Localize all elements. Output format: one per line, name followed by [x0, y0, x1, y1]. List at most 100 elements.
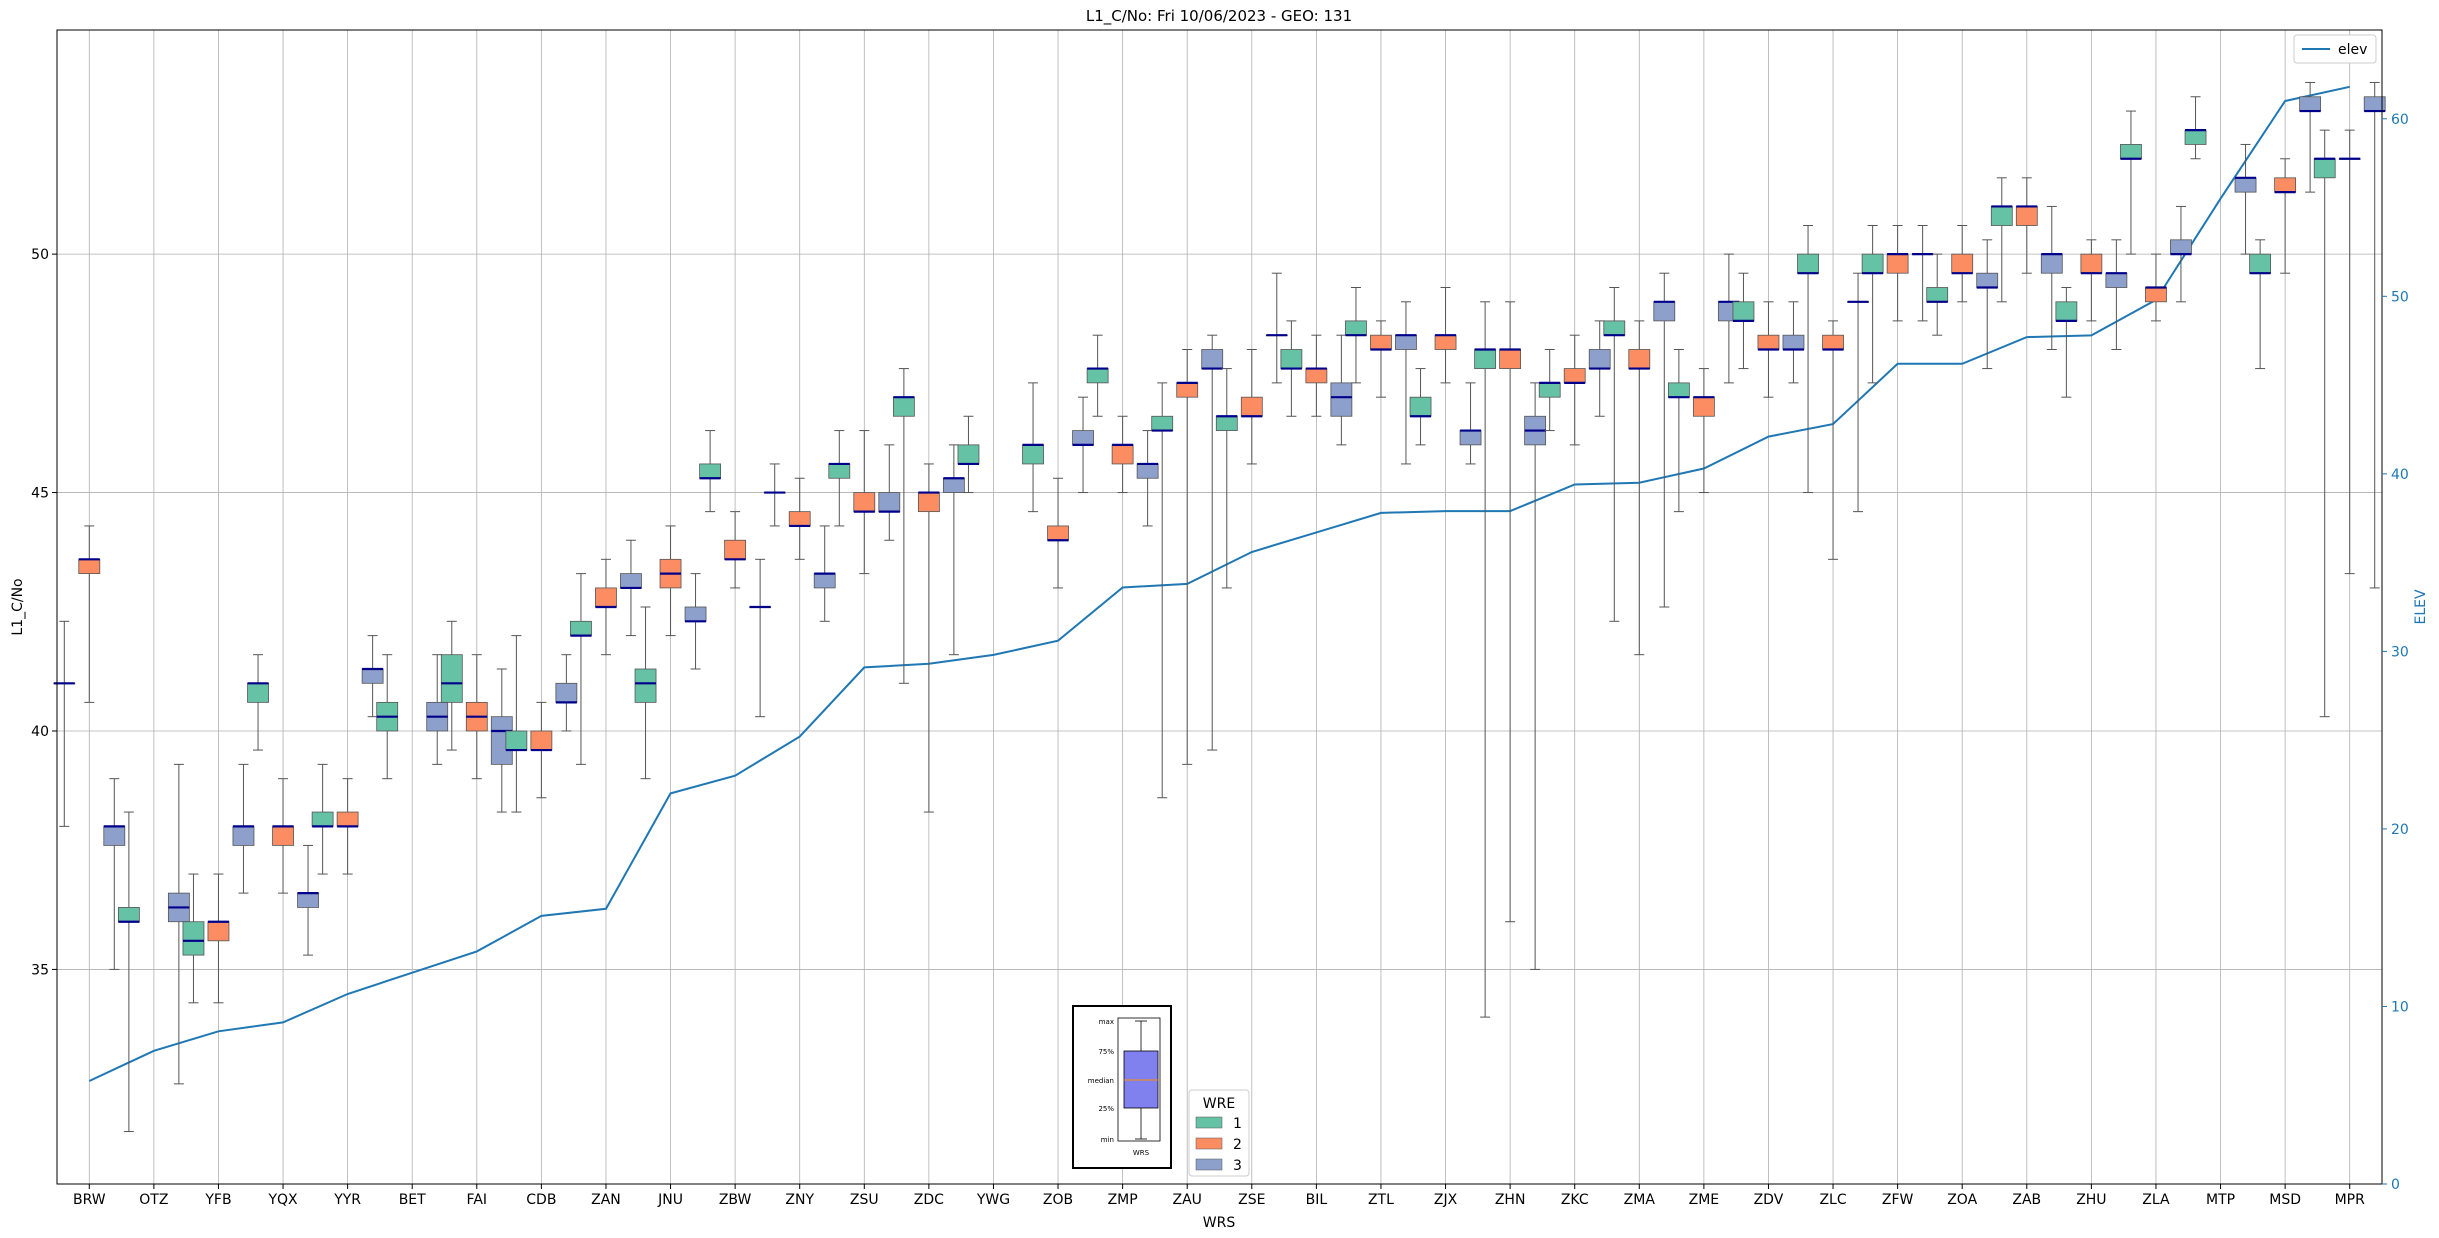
- box-ZLC-wre3: [1847, 272, 1869, 513]
- y-tick-label: 45: [31, 486, 49, 502]
- iqr-box: [103, 825, 126, 846]
- box-ZLA-wre2: [2145, 253, 2167, 322]
- inset-axes: [1117, 1017, 1161, 1142]
- wre-legend-title: WRE: [1203, 1096, 1235, 1112]
- iqr-box: [1538, 382, 1561, 398]
- iqr-box: [2105, 272, 2128, 288]
- box-ZHU-wre2: [2080, 239, 2103, 322]
- x-tick-label: ZTL: [1368, 1192, 1394, 1208]
- iqr-box: [1603, 320, 1626, 336]
- elev-legend: elev: [2293, 34, 2377, 64]
- box-ZHN-wre2: [1499, 301, 1522, 923]
- box-ZAU-wre1: [1151, 382, 1174, 799]
- iqr-box: [1886, 253, 1909, 274]
- x-tick-label: ZOA: [1947, 1192, 1977, 1208]
- x-tick-label: ZHU: [2076, 1192, 2106, 1208]
- iqr-box: [684, 606, 707, 622]
- x-axis: BRW OTZ YFB YQX YYR BET FAI CDB ZAN JNU ZBW ZNY ZSU Z…: [73, 1184, 2365, 1208]
- iqr-box: [917, 492, 940, 513]
- box-ZOA-wre1: [1926, 253, 1949, 336]
- box-JNU-wre3: [684, 573, 707, 670]
- iqr-box: [1022, 444, 1044, 465]
- box-ZJX-wre1: [1409, 368, 1432, 446]
- box-ZME-wre1: [1667, 348, 1690, 513]
- x-tick-label: YQX: [267, 1192, 298, 1208]
- box-ZAB-wre3: [2040, 205, 2063, 350]
- iqr-box: [1330, 382, 1353, 417]
- x-tick-label: FAI: [467, 1192, 487, 1208]
- iqr-box: [699, 463, 722, 479]
- box-MPR-wre1: [2313, 129, 2336, 718]
- box-ZHN-wre3: [1524, 382, 1547, 970]
- iqr-box: [1072, 430, 1094, 446]
- iqr-box: [1990, 206, 2013, 226]
- iqr-box: [1653, 301, 1676, 322]
- iqr-box: [530, 730, 553, 751]
- box-OTZ-wre1: [117, 811, 140, 1133]
- iqr-box: [942, 477, 965, 493]
- iqr-box: [1563, 368, 1586, 384]
- iqr-box: [1136, 463, 1159, 479]
- iqr-box: [2080, 253, 2103, 274]
- box-YYR-wre2: [336, 778, 359, 875]
- iqr-box: [1086, 368, 1109, 384]
- box-FAI-wre1: [440, 620, 463, 751]
- inset-label-min: min: [1101, 1136, 1114, 1144]
- iqr-box: [2184, 129, 2207, 145]
- box-ZHU-wre1: [2055, 287, 2078, 398]
- iqr-box: [2299, 96, 2322, 112]
- box-ZJX-wre3: [1459, 382, 1482, 465]
- iqr-box: [634, 668, 657, 703]
- iqr-box: [2015, 206, 2038, 226]
- box-ZMA-wre1: [1603, 287, 1626, 622]
- box-CDB-wre1: [505, 635, 528, 813]
- wre-legend-swatch-3: [1195, 1158, 1223, 1171]
- iqr-box: [1111, 444, 1134, 465]
- x-tick-label: ZSU: [850, 1192, 879, 1208]
- y-tick-label: 50: [31, 247, 49, 263]
- x-tick-label: ZDC: [914, 1192, 944, 1208]
- y2-tick-label: 30: [2391, 644, 2409, 660]
- box-ZFW-wre2: [1886, 225, 1909, 322]
- box-ZLA-wre3: [2170, 205, 2192, 303]
- y2-tick-label: 50: [2391, 289, 2409, 305]
- iqr-box: [1370, 334, 1392, 350]
- iqr-box: [1588, 349, 1611, 369]
- iqr-box: [1732, 301, 1755, 322]
- box-ZOB-wre1: [1022, 382, 1044, 513]
- box-ZOA-wre2: [1951, 225, 1974, 303]
- x-tick-label: ZBW: [719, 1192, 752, 1208]
- box-ZSE-wre2: [1240, 348, 1263, 465]
- iqr-box: [1499, 349, 1522, 369]
- iqr-box: [272, 825, 294, 846]
- iqr-box: [1395, 334, 1417, 350]
- elev-legend-label: elev: [2338, 42, 2367, 58]
- iqr-box: [1176, 382, 1199, 398]
- iqr-box: [2055, 301, 2078, 322]
- y2-tick-label: 0: [2391, 1177, 2400, 1193]
- iqr-box: [182, 921, 205, 956]
- box-ZOB-wre2: [1047, 477, 1069, 589]
- box-YFB-wre2: [207, 873, 230, 1004]
- iqr-box: [1474, 349, 1497, 369]
- box-ZTL-wre3: [1395, 301, 1417, 465]
- box-ZAN-wre2: [595, 558, 617, 656]
- box-YQX-wre2: [272, 778, 294, 894]
- box-BRW-wre3: [103, 778, 126, 970]
- iqr-box: [1797, 253, 1819, 274]
- y2-tick-label: 40: [2391, 467, 2409, 483]
- iqr-box: [1692, 396, 1715, 417]
- box-ZDC-wre1: [892, 368, 915, 684]
- box-CDB-wre3: [555, 654, 578, 732]
- y2-tick-label: 60: [2391, 112, 2409, 128]
- x-tick-label: ZMP: [1108, 1192, 1138, 1208]
- box-ZLC-wre2: [1822, 320, 1844, 560]
- boxes-layer: [53, 81, 2386, 1133]
- iqr-box: [297, 892, 319, 908]
- iqr-box: [1782, 334, 1805, 350]
- x-tick-label: ZSE: [1238, 1192, 1265, 1208]
- x-tick-label: MTP: [2206, 1192, 2235, 1208]
- iqr-box: [570, 620, 592, 637]
- box-ZDV-wre1: [1732, 272, 1755, 370]
- iqr-box: [1628, 349, 1651, 369]
